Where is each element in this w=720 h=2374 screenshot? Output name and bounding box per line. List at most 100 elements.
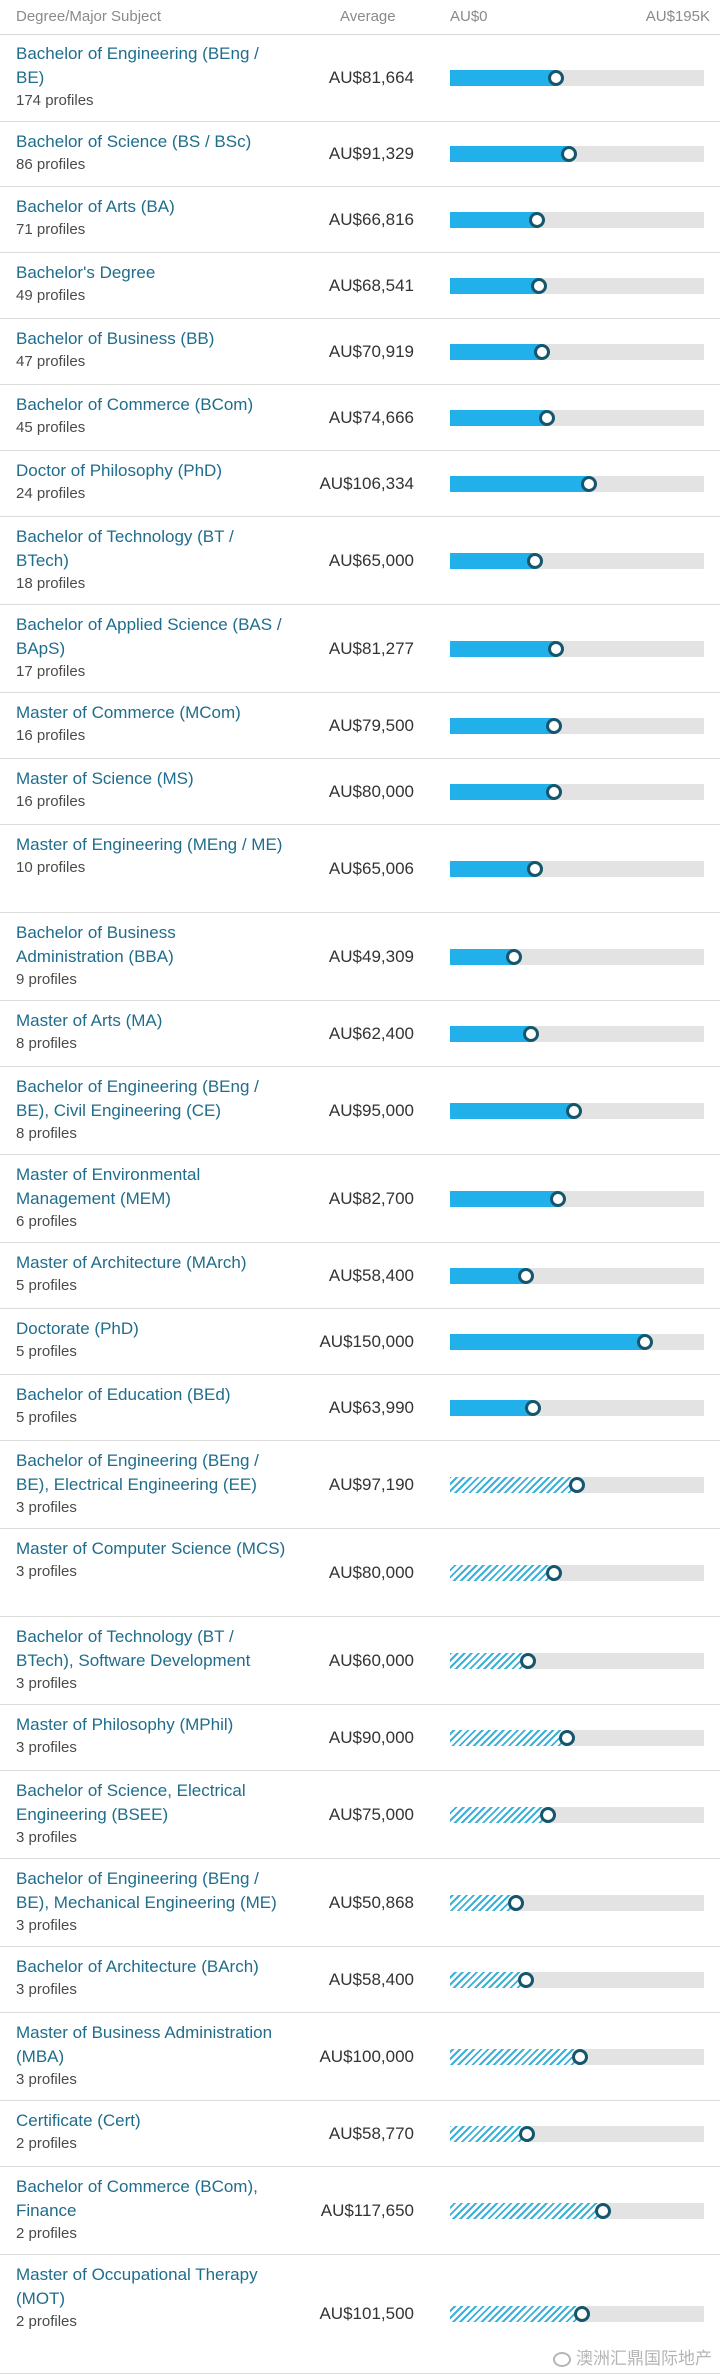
salary-marker[interactable] [546,1564,563,1581]
degree-link[interactable]: Master of Arts (MA) [16,1011,163,1030]
average-salary: AU$74,666 [328,407,414,427]
row-info: Bachelor of Business (BB) 47 profiles [16,327,286,373]
degree-link[interactable]: Bachelor of Education (BEd) [16,1385,231,1404]
salary-marker[interactable] [559,1729,576,1746]
salary-marker[interactable] [526,860,543,877]
salary-marker[interactable] [549,1190,566,1207]
average-salary: AU$63,990 [328,1397,414,1417]
degree-link[interactable]: Bachelor of Engineering (BEng / BE) [16,44,259,87]
table-row: Bachelor's Degree 49 profiles AU$68,541 [0,253,720,319]
degree-link[interactable]: Bachelor of Science (BS / BSc) [16,132,252,151]
degree-link[interactable]: Bachelor of Arts (BA) [16,197,175,216]
degree-link[interactable]: Master of Business Administration (MBA) [16,2023,273,2066]
profile-count: 3 profiles [16,1917,77,1934]
degree-link[interactable]: Bachelor of Engineering (BEng / BE), Mec… [16,1869,277,1912]
salary-range-bar [450,409,704,426]
salary-bar-fill [450,1729,568,1746]
salary-marker[interactable] [548,69,565,86]
table-row: Bachelor of Engineering (BEng / BE), Mec… [0,1859,720,1947]
degree-link[interactable]: Bachelor of Commerce (BCom), Finance [16,2177,258,2220]
degree-link[interactable]: Bachelor of Business (BB) [16,329,215,348]
degree-link[interactable]: Bachelor of Engineering (BEng / BE), Ele… [16,1451,259,1494]
salary-marker[interactable] [531,277,548,294]
salary-bar-fill [450,640,556,657]
salary-marker[interactable] [534,343,551,360]
salary-marker[interactable] [572,2048,589,2065]
salary-range-bar [450,69,704,86]
degree-link[interactable]: Bachelor of Science, Electrical Engineer… [16,1781,246,1824]
average-column-header[interactable]: Average [340,8,396,25]
row-info: Certificate (Cert) 2 profiles [16,2109,286,2155]
salary-bar-fill [450,2306,583,2322]
row-info: Bachelor of Commerce (BCom) 45 profiles [16,393,286,439]
salary-marker[interactable] [539,1806,556,1823]
salary-marker[interactable] [574,2306,591,2322]
degree-link[interactable]: Certificate (Cert) [16,2111,141,2130]
profile-count: 16 profiles [16,727,86,744]
salary-range-bar [450,211,704,228]
degree-column-header[interactable]: Degree/Major Subject [16,8,162,25]
salary-marker[interactable] [529,211,546,228]
salary-marker[interactable] [518,1971,535,1988]
salary-bar-fill [450,1894,517,1911]
profile-count: 71 profiles [16,221,86,238]
salary-marker[interactable] [508,1894,525,1911]
degree-link[interactable]: Bachelor of Technology (BT / BTech), Sof… [16,1627,251,1670]
table-row: Bachelor of Commerce (BCom) 45 profiles AU… [0,385,720,451]
profile-count: 5 profiles [16,1409,77,1426]
degree-link[interactable]: Bachelor of Technology (BT / BTech) [16,527,234,570]
salary-marker[interactable] [506,948,523,965]
degree-link[interactable]: Bachelor of Commerce (BCom) [16,395,254,414]
degree-link[interactable]: Bachelor's Degree [16,263,156,282]
table-row: Bachelor of Engineering (BEng / BE), Civ… [0,1067,720,1155]
table-row: Master of Business Administration (MBA) 3… [0,2013,720,2101]
profile-count: 24 profiles [16,485,86,502]
degree-link[interactable]: Bachelor of Architecture (BArch) [16,1957,259,1976]
salary-marker[interactable] [539,409,556,426]
salary-marker[interactable] [525,1399,542,1416]
salary-range-bar [450,146,704,162]
average-salary: AU$66,816 [328,209,414,229]
row-info: Master of Business Administration (MBA) 3… [16,2021,286,2091]
salary-marker[interactable] [520,1652,537,1669]
salary-marker[interactable] [526,552,543,569]
salary-marker[interactable] [545,717,562,734]
salary-marker[interactable] [546,783,563,800]
scale-max-label: AU$195K [645,8,710,25]
degree-link[interactable]: Master of Architecture (MArch) [16,1253,247,1272]
salary-range-bar [450,1190,704,1207]
degree-link[interactable]: Master of Computer Science (MCS) [16,1539,286,1558]
average-salary: AU$68,541 [328,275,414,295]
degree-link[interactable]: Master of Philosophy (MPhil) [16,1715,234,1734]
salary-marker[interactable] [580,475,597,492]
salary-bar-fill [450,1102,574,1119]
degree-link[interactable]: Master of Commerce (MCom) [16,703,241,722]
degree-link[interactable]: Doctor of Philosophy (PhD) [16,461,222,480]
table-row: Master of Environmental Management (MEM)… [0,1155,720,1243]
salary-marker[interactable] [547,640,564,657]
table-row: Bachelor of Education (BEd) 5 profiles AU$… [0,1375,720,1441]
average-salary: AU$90,000 [328,1727,414,1747]
table-row: Bachelor of Technology (BT / BTech), Sof… [0,1617,720,1705]
salary-marker[interactable] [568,1476,585,1493]
salary-marker[interactable] [518,1267,535,1284]
salary-marker[interactable] [518,2125,535,2142]
degree-link[interactable]: Bachelor of Applied Science (BAS / BApS) [16,615,282,658]
table-row: Doctorate (PhD) 5 profiles AU$150,000 [0,1309,720,1375]
salary-bar-fill [450,1476,577,1493]
degree-link[interactable]: Bachelor of Engineering (BEng / BE), Civ… [16,1077,259,1120]
salary-marker[interactable] [523,1025,540,1042]
table-row: Bachelor of Arts (BA) 71 profiles AU$66,81… [0,187,720,253]
degree-link[interactable]: Master of Engineering (MEng / ME) [16,835,283,854]
profile-count: 5 profiles [16,1277,77,1294]
degree-link[interactable]: Master of Occupational Therapy (MOT) [16,2265,258,2308]
degree-link[interactable]: Bachelor of Business Administration (BBA… [16,923,176,966]
degree-link[interactable]: Master of Environmental Management (MEM) [16,1165,201,1208]
degree-link[interactable]: Master of Science (MS) [16,769,194,788]
degree-link[interactable]: Doctorate (PhD) [16,1319,139,1338]
salary-marker[interactable] [637,1333,654,1350]
salary-marker[interactable] [560,146,577,162]
salary-bar-fill [450,717,554,734]
salary-marker[interactable] [595,2202,612,2219]
salary-marker[interactable] [565,1102,582,1119]
